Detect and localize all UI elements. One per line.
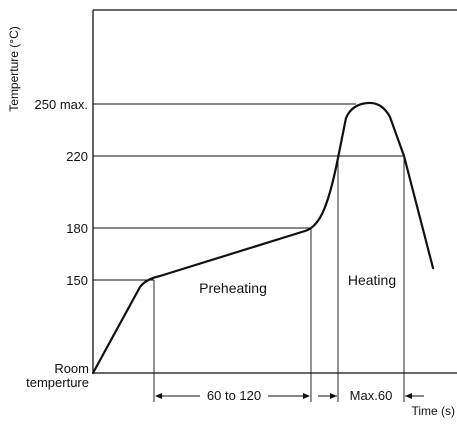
interval-heating-right-arrowhead [405,393,412,399]
interval-preheat-right-arrowhead [303,393,310,399]
y-tick-label-250: 250 max. [35,97,88,112]
interval-preheat: 60 to 120 [155,388,310,403]
region-label-heating: Heating [348,272,396,288]
interval-preheat-left-arrowhead [155,393,162,399]
region-label-preheating: Preheating [199,280,267,296]
temperature-profile-line [91,101,435,375]
horizontal-guides [93,103,404,281]
y-tick-label-220: 220 [66,149,88,164]
y-start-label-temperture: temperture [26,375,89,390]
y-start-label-room: Room [54,361,89,376]
axes [92,9,457,374]
interval-heating-label: Max.60 [350,388,393,403]
y-tick-label-180: 180 [66,221,88,236]
y-tick-labels: 250 max. 220 180 150 Room temperture [26,97,89,390]
y-tick-label-150: 150 [66,273,88,288]
y-axis-label: Temperture (°C) [7,26,21,111]
vertical-guides [153,156,405,402]
interval-heating-left-arrowhead [330,393,337,399]
interval-preheat-label: 60 to 120 [207,388,261,403]
x-axis-label: Time (s) [411,404,455,418]
interval-heating: Max.60 [318,388,424,403]
